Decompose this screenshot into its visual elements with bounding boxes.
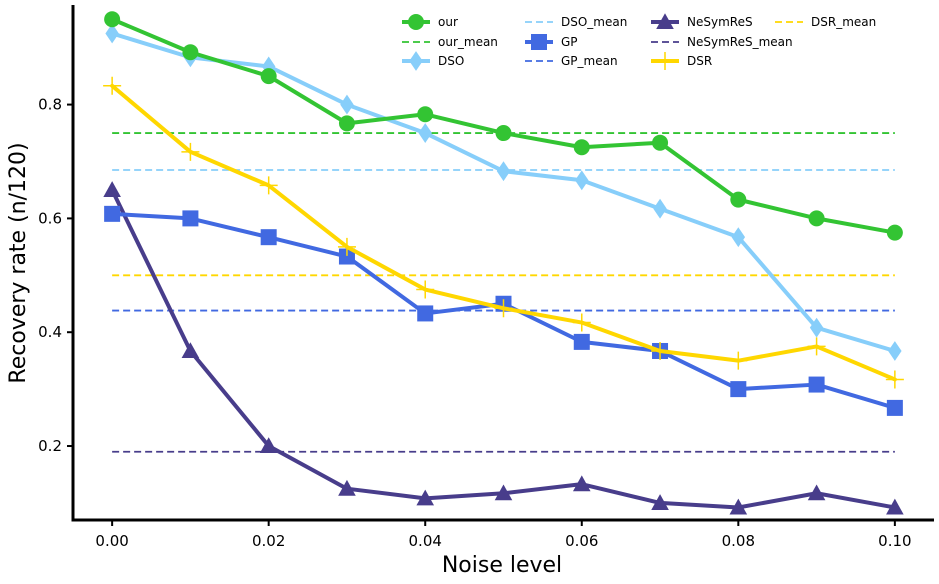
legend-marker — [531, 34, 547, 50]
legend-label: DSO_mean — [561, 15, 627, 29]
data-point-nesymres — [729, 498, 748, 515]
data-point-our — [260, 68, 277, 85]
y-tick-label: 0.6 — [38, 209, 62, 227]
data-point-our — [182, 44, 199, 61]
data-point-nesymres — [103, 181, 121, 197]
data-point-dsr — [807, 337, 826, 356]
x-tick-label: 0.02 — [252, 532, 285, 550]
legend-item-nesymres: NeSymReS — [651, 13, 753, 30]
data-point-dso — [653, 198, 667, 219]
data-point-dsr — [337, 237, 356, 256]
legend-marker — [656, 52, 674, 70]
data-point-our — [652, 134, 669, 151]
data-point-nesymres — [494, 484, 513, 501]
legend-item-gp: GP — [525, 34, 578, 50]
data-point-gp — [182, 210, 199, 227]
data-point-gp — [260, 229, 277, 246]
x-tick-label: 0.04 — [409, 532, 442, 550]
ticks-layer: 0.00 0.02 0.04 0.06 0.08 0.10 0.2 0.4 0.6 0.8 — [38, 96, 911, 550]
data-point-gp — [808, 376, 825, 393]
series-our — [104, 11, 903, 241]
data-point-nesymres — [181, 342, 200, 359]
x-axis-title: Noise level — [442, 553, 562, 578]
series-line-nesymres — [110, 187, 897, 510]
data-point-gp — [730, 381, 747, 398]
legend-item-dsr: DSR — [651, 52, 712, 70]
y-tick-label: 0.2 — [38, 437, 62, 455]
legend-label: NeSymReS_mean — [687, 35, 793, 49]
legend-item-dso-mean: DSO_mean — [525, 15, 627, 29]
x-tick-label: 0.10 — [878, 532, 911, 550]
data-point-nesymres — [259, 437, 278, 454]
axes-layer — [71, 5, 934, 522]
data-point-gp — [104, 205, 121, 222]
legend-marker — [656, 13, 674, 30]
series-dsr — [103, 76, 904, 389]
data-point-nesymres — [338, 479, 356, 496]
data-point-dsr — [103, 76, 122, 95]
data-point-our — [104, 11, 121, 28]
data-point-dsr — [494, 299, 513, 318]
legend-label: DSO — [438, 54, 464, 68]
legend-item-nesymres-mean: NeSymReS_mean — [651, 35, 793, 49]
data-point-dsr — [729, 351, 748, 370]
data-point-our — [338, 115, 355, 132]
data-point-our — [417, 106, 434, 123]
legend: our our_mean DSO DSO_mean GP GP_mean NeSymReS N… — [402, 13, 876, 71]
data-point-dso — [809, 317, 824, 338]
data-point-nesymres — [651, 494, 669, 510]
legend-item-our: our — [402, 14, 458, 30]
legend-item-dsr-mean: DSR_mean — [775, 15, 876, 29]
data-point-nesymres — [416, 489, 435, 506]
y-axis-title: Recovery rate (n/120) — [6, 142, 31, 383]
legend-label: GP — [561, 35, 578, 49]
x-tick-label: 0.00 — [95, 532, 128, 550]
data-point-dso — [105, 23, 119, 44]
data-point-nesymres — [886, 498, 904, 515]
data-point-our — [808, 210, 825, 227]
data-point-dso — [575, 170, 589, 191]
data-point-dsr — [259, 176, 278, 195]
legend-label: DSR — [687, 54, 712, 68]
data-point-dso — [418, 123, 432, 143]
y-tick-label: 0.8 — [38, 96, 62, 114]
x-tick-label: 0.08 — [722, 532, 755, 550]
y-tick-label: 0.4 — [38, 323, 62, 341]
data-point-gp — [573, 333, 590, 350]
data-point-dso — [496, 161, 511, 182]
legend-label: GP_mean — [561, 54, 618, 68]
data-point-dsr — [416, 280, 435, 299]
data-point-dsr — [885, 370, 904, 389]
legend-marker — [408, 14, 424, 30]
data-point-our — [495, 125, 512, 142]
legend-item-gp-mean: GP_mean — [525, 54, 618, 68]
data-point-nesymres — [807, 484, 826, 501]
data-point-our — [730, 191, 747, 208]
legend-label: our — [438, 15, 458, 29]
legend-label: our_mean — [438, 35, 498, 49]
data-point-gp — [886, 399, 903, 416]
data-point-dso — [731, 227, 746, 248]
legend-item-our-mean: our_mean — [402, 35, 498, 49]
data-point-dsr — [181, 142, 200, 161]
x-tick-label: 0.06 — [565, 532, 598, 550]
series-layer — [103, 11, 904, 515]
data-point-dsr — [572, 313, 591, 332]
legend-marker — [409, 51, 423, 71]
data-point-dsr — [651, 341, 670, 360]
data-point-dso — [888, 341, 902, 361]
legend-item-dso: DSO — [402, 51, 464, 71]
legend-label: DSR_mean — [811, 15, 876, 29]
data-point-gp — [338, 248, 355, 265]
data-point-dso — [340, 94, 354, 115]
legend-label: NeSymReS — [687, 15, 753, 29]
data-point-gp — [417, 305, 434, 322]
data-point-our — [886, 224, 903, 241]
data-point-nesymres — [572, 475, 591, 492]
data-point-our — [573, 139, 590, 156]
series-nesymres — [103, 181, 904, 515]
